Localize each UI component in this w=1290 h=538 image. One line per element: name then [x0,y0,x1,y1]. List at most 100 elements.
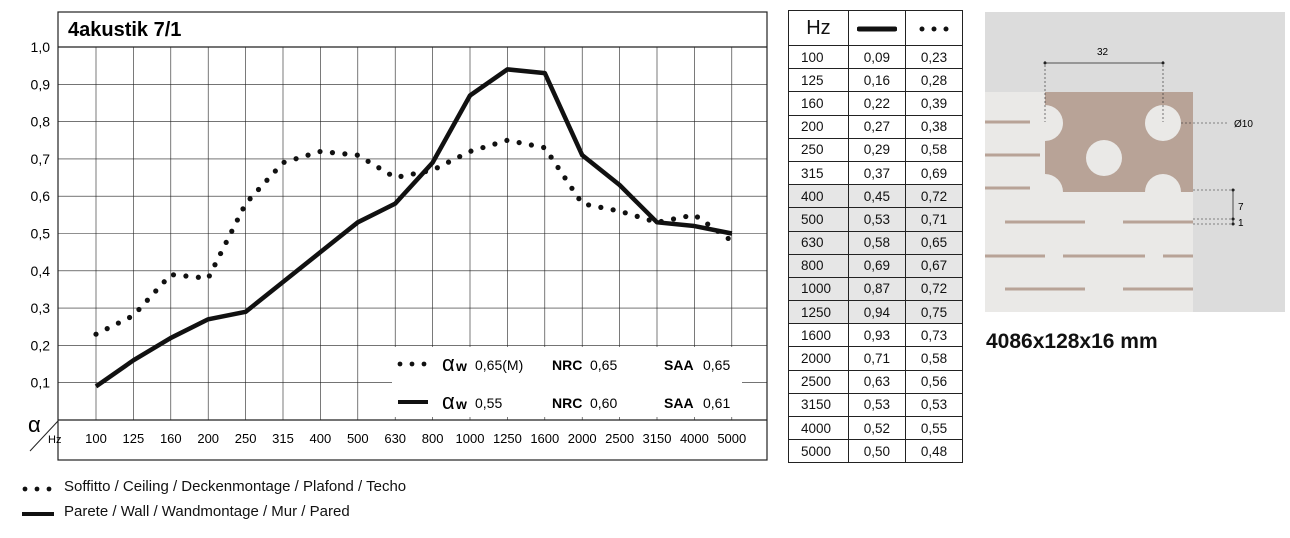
cell-frequency: 630 [788,230,849,255]
cell-frequency: 2500 [788,369,849,394]
cell-wall-value: 0,37 [847,160,906,186]
series-dot [144,297,150,303]
bottom-legend-solid: Parete / Wall / Wandmontage / Mur / Pare… [22,501,350,521]
cell-ceiling-value: 0,23 [904,44,964,70]
profile-drawing: 32 Ø10 7 1 [985,12,1285,312]
legend-box [392,347,742,417]
x-tick-label: 800 [422,431,444,446]
chart-title: 4akustik 7/1 [68,19,181,41]
pitch-tick [1043,61,1047,65]
series-line-solid [94,67,733,389]
perforation-hole [1145,105,1181,141]
series-dot [694,214,701,220]
y-tick-label: 0,3 [31,300,51,316]
cell-ceiling-value: 0,72 [904,276,964,302]
series-dot [634,213,640,219]
series-dot [445,159,452,165]
cell-frequency: 315 [788,160,849,186]
legend-dot [409,361,415,367]
legend-dot [421,361,427,367]
header-solid-line-icon [856,26,898,31]
cell-wall-value: 0,63 [847,369,906,394]
series-dot [247,196,253,202]
cell-wall-value: 0,58 [847,230,906,255]
series-dot [598,204,604,210]
aw-symbol: α [442,351,455,376]
cell-ceiling-value: 0,48 [904,439,964,464]
series-dot [410,171,416,177]
series-dot [422,168,429,175]
series-dot [504,137,510,144]
hole-label: Ø10 [1234,119,1253,130]
cell-wall-value: 0,94 [847,300,906,325]
nrc-value: 0,60 [590,395,617,411]
series-dot [206,273,212,279]
x-tick-label: 400 [310,431,332,446]
table-row: 400 0,45 0,72 [788,184,964,209]
x-tick-label: 630 [384,431,406,446]
table-row: 500 0,53 0,71 [788,207,964,232]
series-dot [585,202,592,208]
series-dot [195,274,201,280]
series-dot [240,206,246,212]
series-dot [329,150,336,156]
cell-wall-value: 0,27 [847,114,906,139]
series-dot [468,148,474,154]
series-dot [562,175,568,181]
table-row: 5000 0,50 0,48 [788,439,964,464]
cell-wall-value: 0,53 [847,392,906,418]
absorption-table: Hz 100 0,09 0,23 125 0,16 0,28 160 0,22 0,39 200 0… [788,10,964,464]
table-header-row: Hz [788,10,964,46]
series-dot [365,158,371,164]
series-dot [212,262,218,268]
series-dot [457,153,463,160]
aw-symbol: α [442,389,455,414]
series-dot [217,250,224,257]
series-dot [434,165,440,171]
series-dot [725,235,731,242]
series-line-dotted [93,137,731,337]
cell-wall-value: 0,71 [847,346,906,371]
cell-ceiling-value: 0,75 [904,300,964,325]
cell-wall-value: 0,93 [847,323,906,348]
series-dot [264,177,270,183]
cell-ceiling-value: 0,67 [904,253,964,278]
series-dot [305,152,311,158]
series-dot [528,142,534,148]
series-dot [223,239,229,246]
nrc-label: NRC [552,395,582,411]
x-tick-label: 2500 [605,431,634,446]
series-dot [398,173,404,179]
cell-frequency: 400 [788,184,849,209]
x-tick-label: 500 [347,431,369,446]
series-dot [646,217,652,223]
cell-frequency: 200 [788,114,849,139]
x-tick-label: 100 [85,431,107,446]
y-tick-label: 0,4 [31,263,51,279]
series-dot [229,228,235,234]
header-hz: Hz [788,10,849,46]
header-solid-line [847,10,906,46]
series-dot [272,168,278,174]
header-dotted-line-icon [919,26,949,31]
pitch-label: 32 [1097,47,1109,58]
product-dimensions: 4086x128x16 mm [986,330,1158,353]
series-dot [93,331,99,337]
y-tick-label: 0,9 [31,76,51,92]
gap-label: 1 [1238,218,1244,229]
y-axis-label: α [28,412,41,437]
table-row: 3150 0,53 0,53 [788,392,964,418]
absorption-chart: 4akustik 7/1 0,1 0,2 0,3 0,4 0,5 0,6 0,7 0,8 0,9… [28,11,768,461]
cell-frequency: 4000 [788,415,849,441]
bottom-legend-dotted: Soffitto / Ceiling / Deckenmontage / Pla… [22,476,406,496]
saa-value: 0,61 [703,395,730,411]
cell-wall-value: 0,16 [847,68,906,93]
cell-frequency: 1250 [788,300,849,325]
legend-entry-solid: α w 0,55 NRC 0,60 SAA 0,61 [398,389,730,414]
x-tick-labels: 100 125 160 200 250 315 400 500 630 800 1000 1250 16… [85,431,746,446]
series-dot [548,154,554,160]
series-dot [541,144,547,151]
series-dot [555,164,561,171]
cell-ceiling-value: 0,53 [904,392,964,418]
cell-ceiling-value: 0,56 [904,369,964,394]
